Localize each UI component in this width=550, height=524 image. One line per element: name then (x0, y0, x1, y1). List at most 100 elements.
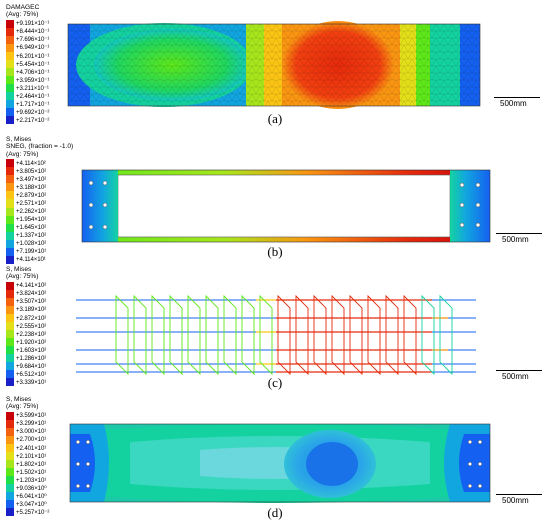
legend-row: +2.879×10² (6, 191, 73, 200)
legend-swatch (6, 314, 14, 323)
legend-title-line: SNEG, (fraction = -1.0) (6, 143, 74, 151)
legend-value: +3.824×10² (16, 290, 47, 298)
scale-bar-line (496, 370, 542, 371)
legend-swatch (6, 492, 14, 501)
legend-value: +2.262×10² (16, 208, 47, 216)
scale-bar-label: 500mm (500, 99, 527, 108)
legend-swatch (6, 419, 14, 428)
legend-swatch (6, 52, 14, 61)
legend-swatch (6, 305, 14, 314)
legend-value: +9.692×10⁻² (16, 108, 50, 116)
legend-value: +1.802×10¹ (16, 460, 47, 468)
legend-c: S, Mises (Avg: 75%) +4.141×10² +3.824×10… (6, 266, 47, 387)
legend-value: +1.645×10² (16, 224, 47, 232)
legend-swatch (6, 247, 14, 256)
legend-swatch (6, 84, 14, 93)
legend-title-line: (Avg: 75%) (6, 403, 39, 411)
legend-value: +3.188×10² (16, 183, 47, 191)
legend-row: +3.000×10¹ (6, 427, 49, 436)
legend-swatch (6, 484, 14, 493)
legend-swatch (6, 370, 14, 379)
legend-row: +1.802×10¹ (6, 460, 49, 469)
legend-swatch (6, 322, 14, 331)
legend-row: +6.949×10⁻¹ (6, 43, 49, 52)
legend-value: +3.959×10⁻¹ (16, 76, 50, 84)
legend-value: +2.571×10² (16, 199, 47, 207)
legend-swatch (6, 60, 14, 69)
legend-swatch (6, 92, 14, 101)
legend-swatch (6, 435, 14, 444)
panel-a: DAMAGEC (Avg: 75%) +9.191×10⁻¹ +8.444×10… (0, 0, 550, 130)
legend-row: +2.262×10² (6, 207, 73, 216)
legend-swatch (6, 35, 14, 44)
legend-value: +6.201×10⁻¹ (16, 52, 50, 60)
legend-row: +2.238×10² (6, 330, 47, 339)
legend-value: +1.954×10² (16, 216, 47, 224)
legend-swatch (6, 346, 14, 355)
legend-value: +1.717×10⁻¹ (16, 100, 50, 108)
legend-swatch (6, 27, 14, 36)
legend-value: +7.199×10¹ (16, 248, 47, 256)
legend-rows: +4.141×10² +3.824×10² +3.507×10² +3.189×… (6, 281, 47, 387)
legend-value: +4.706×10⁻¹ (16, 68, 50, 76)
legend-value: +1.286×10² (16, 354, 47, 362)
panel-b: S, Mises SNEG, (fraction = -1.0) (Avg: 7… (0, 130, 550, 266)
legend-swatch (6, 175, 14, 184)
legend-swatch (6, 76, 14, 85)
legend-row: +3.188×10² (6, 183, 73, 192)
legend-swatch (6, 354, 14, 363)
legend-row: +2.571×10² (6, 199, 73, 208)
legend-value: +1.028×10² (16, 240, 47, 248)
legend-row: +9.191×10⁻¹ (6, 19, 49, 28)
legend-swatch (6, 460, 14, 469)
caption-a: (a) (267, 111, 283, 126)
legend-swatch (6, 338, 14, 347)
scale-bar-label: 500mm (502, 496, 529, 505)
legend-row: +4.706×10⁻¹ (6, 68, 50, 77)
legend-row: +6.512×10¹ (6, 370, 46, 379)
legend-swatch (6, 411, 14, 420)
legend-value: +9.684×10¹ (16, 362, 47, 370)
legend-row: +1.920×10² (6, 338, 46, 347)
legend-swatch (6, 281, 14, 290)
legend-d: S, Mises (Avg: 75%) +3.599×10¹ +3.299×10… (6, 396, 49, 517)
legend-swatch (6, 167, 14, 176)
legend-value: +2.238×10² (16, 330, 47, 338)
legend-swatch (6, 330, 14, 339)
legend-value: +5.454×10⁻¹ (16, 60, 50, 68)
legend-row: +1.603×10² (6, 346, 46, 355)
legend-row: +1.717×10⁻¹ (6, 100, 50, 109)
legend-swatch (6, 362, 14, 371)
legend-value: +4.141×10² (16, 282, 47, 290)
legend-row: +2.101×10¹ (6, 452, 49, 461)
panel-c: S, Mises (Avg: 75%) +4.141×10² +3.824×10… (0, 266, 550, 396)
legend-value: +6.041×10⁰ (16, 492, 47, 500)
legend-row: +4.114×10² (6, 159, 73, 168)
legend-swatch (6, 100, 14, 109)
legend-value: +8.444×10⁻¹ (16, 28, 50, 36)
legend-row: +3.959×10⁻¹ (6, 76, 50, 85)
legend-rows: +3.599×10¹ +3.299×10¹ +3.000×10¹ +2.700×… (6, 411, 49, 517)
legend-value: +7.696×10⁻¹ (16, 36, 50, 44)
legend-value: +2.217×10⁻² (16, 116, 50, 124)
legend-swatch (6, 239, 14, 248)
legend-swatch (6, 223, 14, 232)
concrete-stress-contour (69, 423, 491, 503)
legend-rows: +9.191×10⁻¹ +8.444×10⁻¹ +7.696×10⁻¹ +6.9… (6, 19, 50, 125)
scale-bar-label: 500mm (502, 235, 529, 244)
legend-swatch (6, 43, 14, 52)
panel-d: S, Mises (Avg: 75%) +3.599×10¹ +3.299×10… (0, 396, 550, 524)
legend-swatch (6, 207, 14, 216)
legend-swatch (6, 199, 14, 208)
legend-row: +6.041×10⁰ (6, 492, 49, 501)
legend-row: +1.954×10² (6, 215, 73, 224)
legend-row: +2.555×10² (6, 322, 46, 331)
legend-swatch (6, 19, 14, 28)
legend-row: +1.502×10¹ (6, 468, 49, 477)
legend-row: +2.401×10¹ (6, 444, 49, 453)
legend-b: S, Mises SNEG, (fraction = -1.0) (Avg: 7… (6, 136, 73, 264)
legend-value: +3.507×10² (16, 298, 47, 306)
legend-swatch (6, 289, 14, 298)
legend-value: +1.502×10¹ (16, 468, 47, 476)
legend-title-line: (Avg: 75%) (6, 273, 39, 281)
